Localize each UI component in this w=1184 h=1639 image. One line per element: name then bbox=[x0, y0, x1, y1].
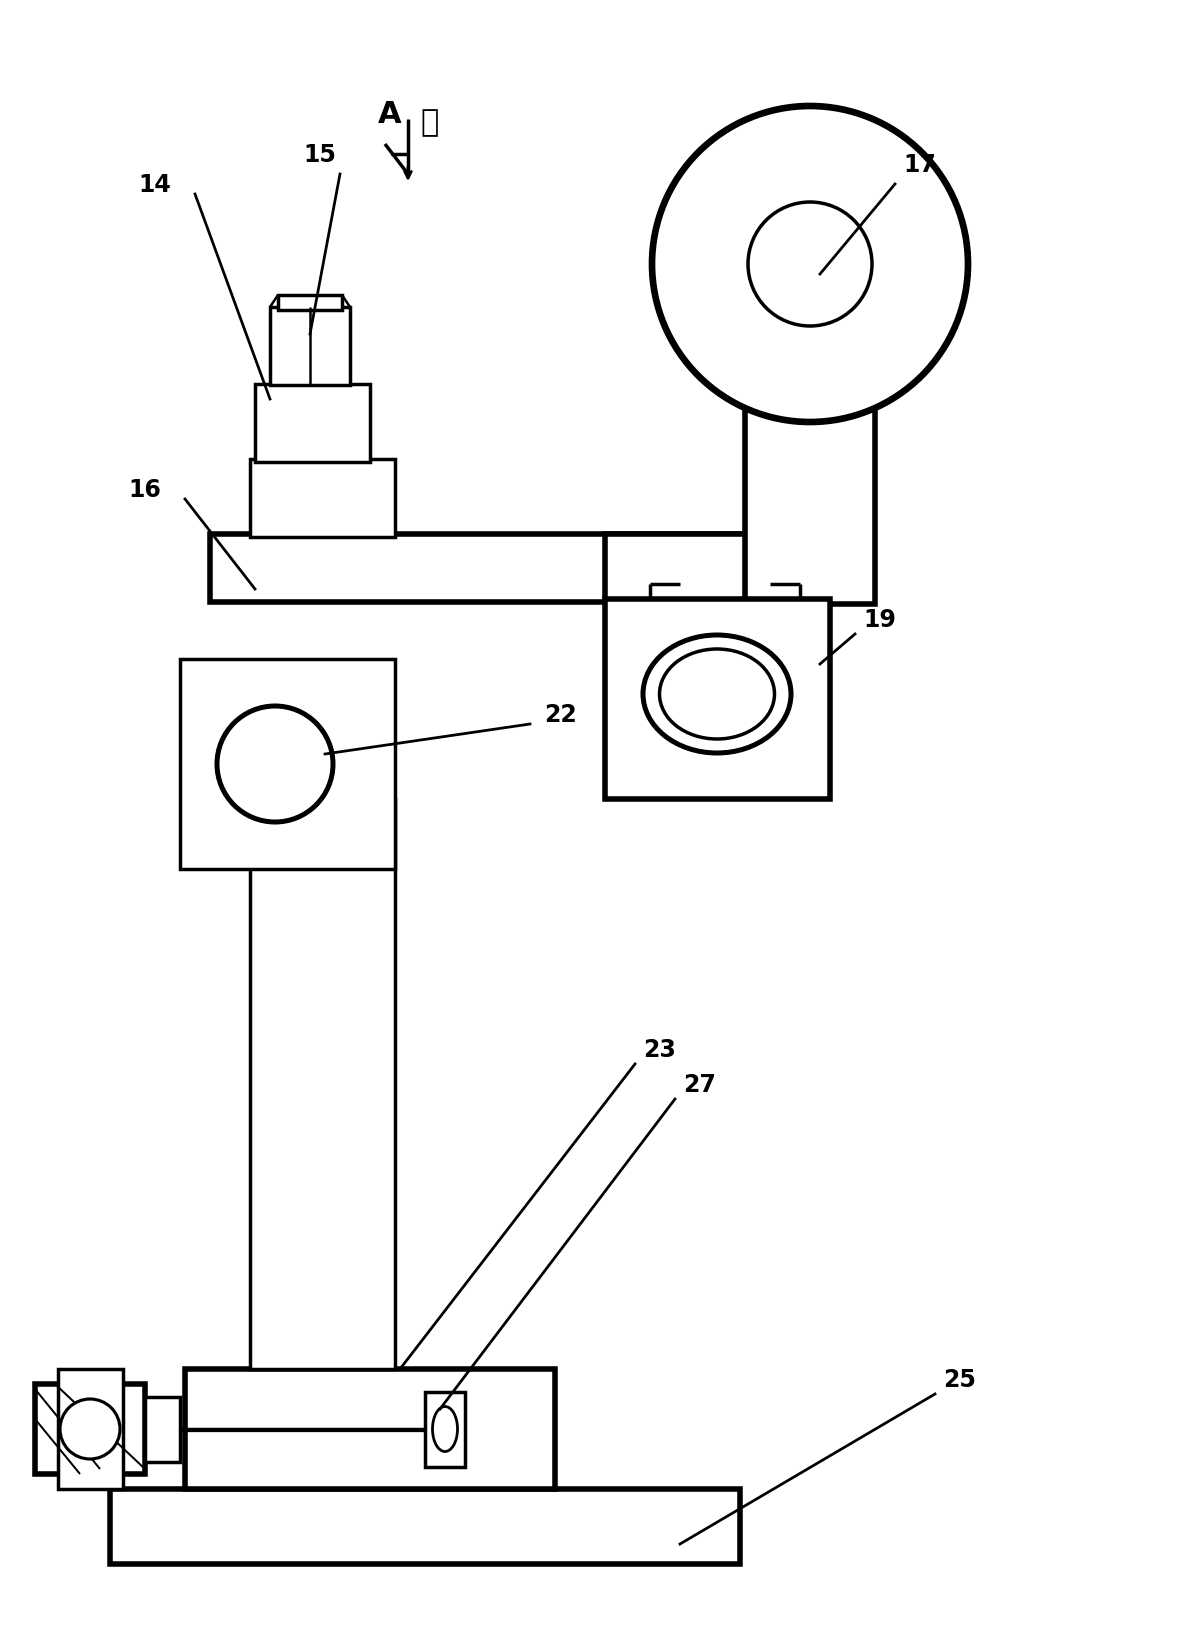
Bar bbox=[185, 1369, 555, 1490]
Text: 14: 14 bbox=[139, 172, 172, 197]
Text: 22: 22 bbox=[543, 703, 577, 726]
Text: 16: 16 bbox=[129, 477, 161, 502]
Text: 向: 向 bbox=[420, 108, 438, 138]
Text: 17: 17 bbox=[903, 152, 937, 177]
Circle shape bbox=[217, 706, 333, 823]
Ellipse shape bbox=[659, 649, 774, 739]
Text: A: A bbox=[378, 100, 401, 129]
Ellipse shape bbox=[643, 636, 791, 754]
Bar bbox=[110, 1490, 740, 1564]
Bar bbox=[250, 800, 395, 1369]
Bar bbox=[425, 1392, 465, 1467]
Text: 25: 25 bbox=[944, 1367, 977, 1392]
Circle shape bbox=[60, 1400, 120, 1459]
Bar bbox=[270, 308, 350, 385]
Ellipse shape bbox=[432, 1406, 457, 1452]
Text: 27: 27 bbox=[683, 1072, 716, 1096]
Bar bbox=[144, 1396, 180, 1462]
Text: 23: 23 bbox=[644, 1037, 676, 1062]
Bar bbox=[605, 600, 830, 800]
Text: 15: 15 bbox=[303, 143, 336, 167]
Bar bbox=[605, 534, 830, 603]
Bar bbox=[210, 534, 745, 603]
Bar bbox=[36, 1385, 144, 1473]
Bar bbox=[278, 295, 342, 311]
Bar bbox=[250, 459, 395, 538]
Bar bbox=[255, 385, 371, 462]
Bar bbox=[58, 1369, 123, 1490]
Circle shape bbox=[652, 107, 969, 423]
Circle shape bbox=[748, 203, 871, 326]
Bar bbox=[180, 659, 395, 869]
Text: 19: 19 bbox=[863, 608, 896, 631]
Bar bbox=[745, 385, 875, 605]
